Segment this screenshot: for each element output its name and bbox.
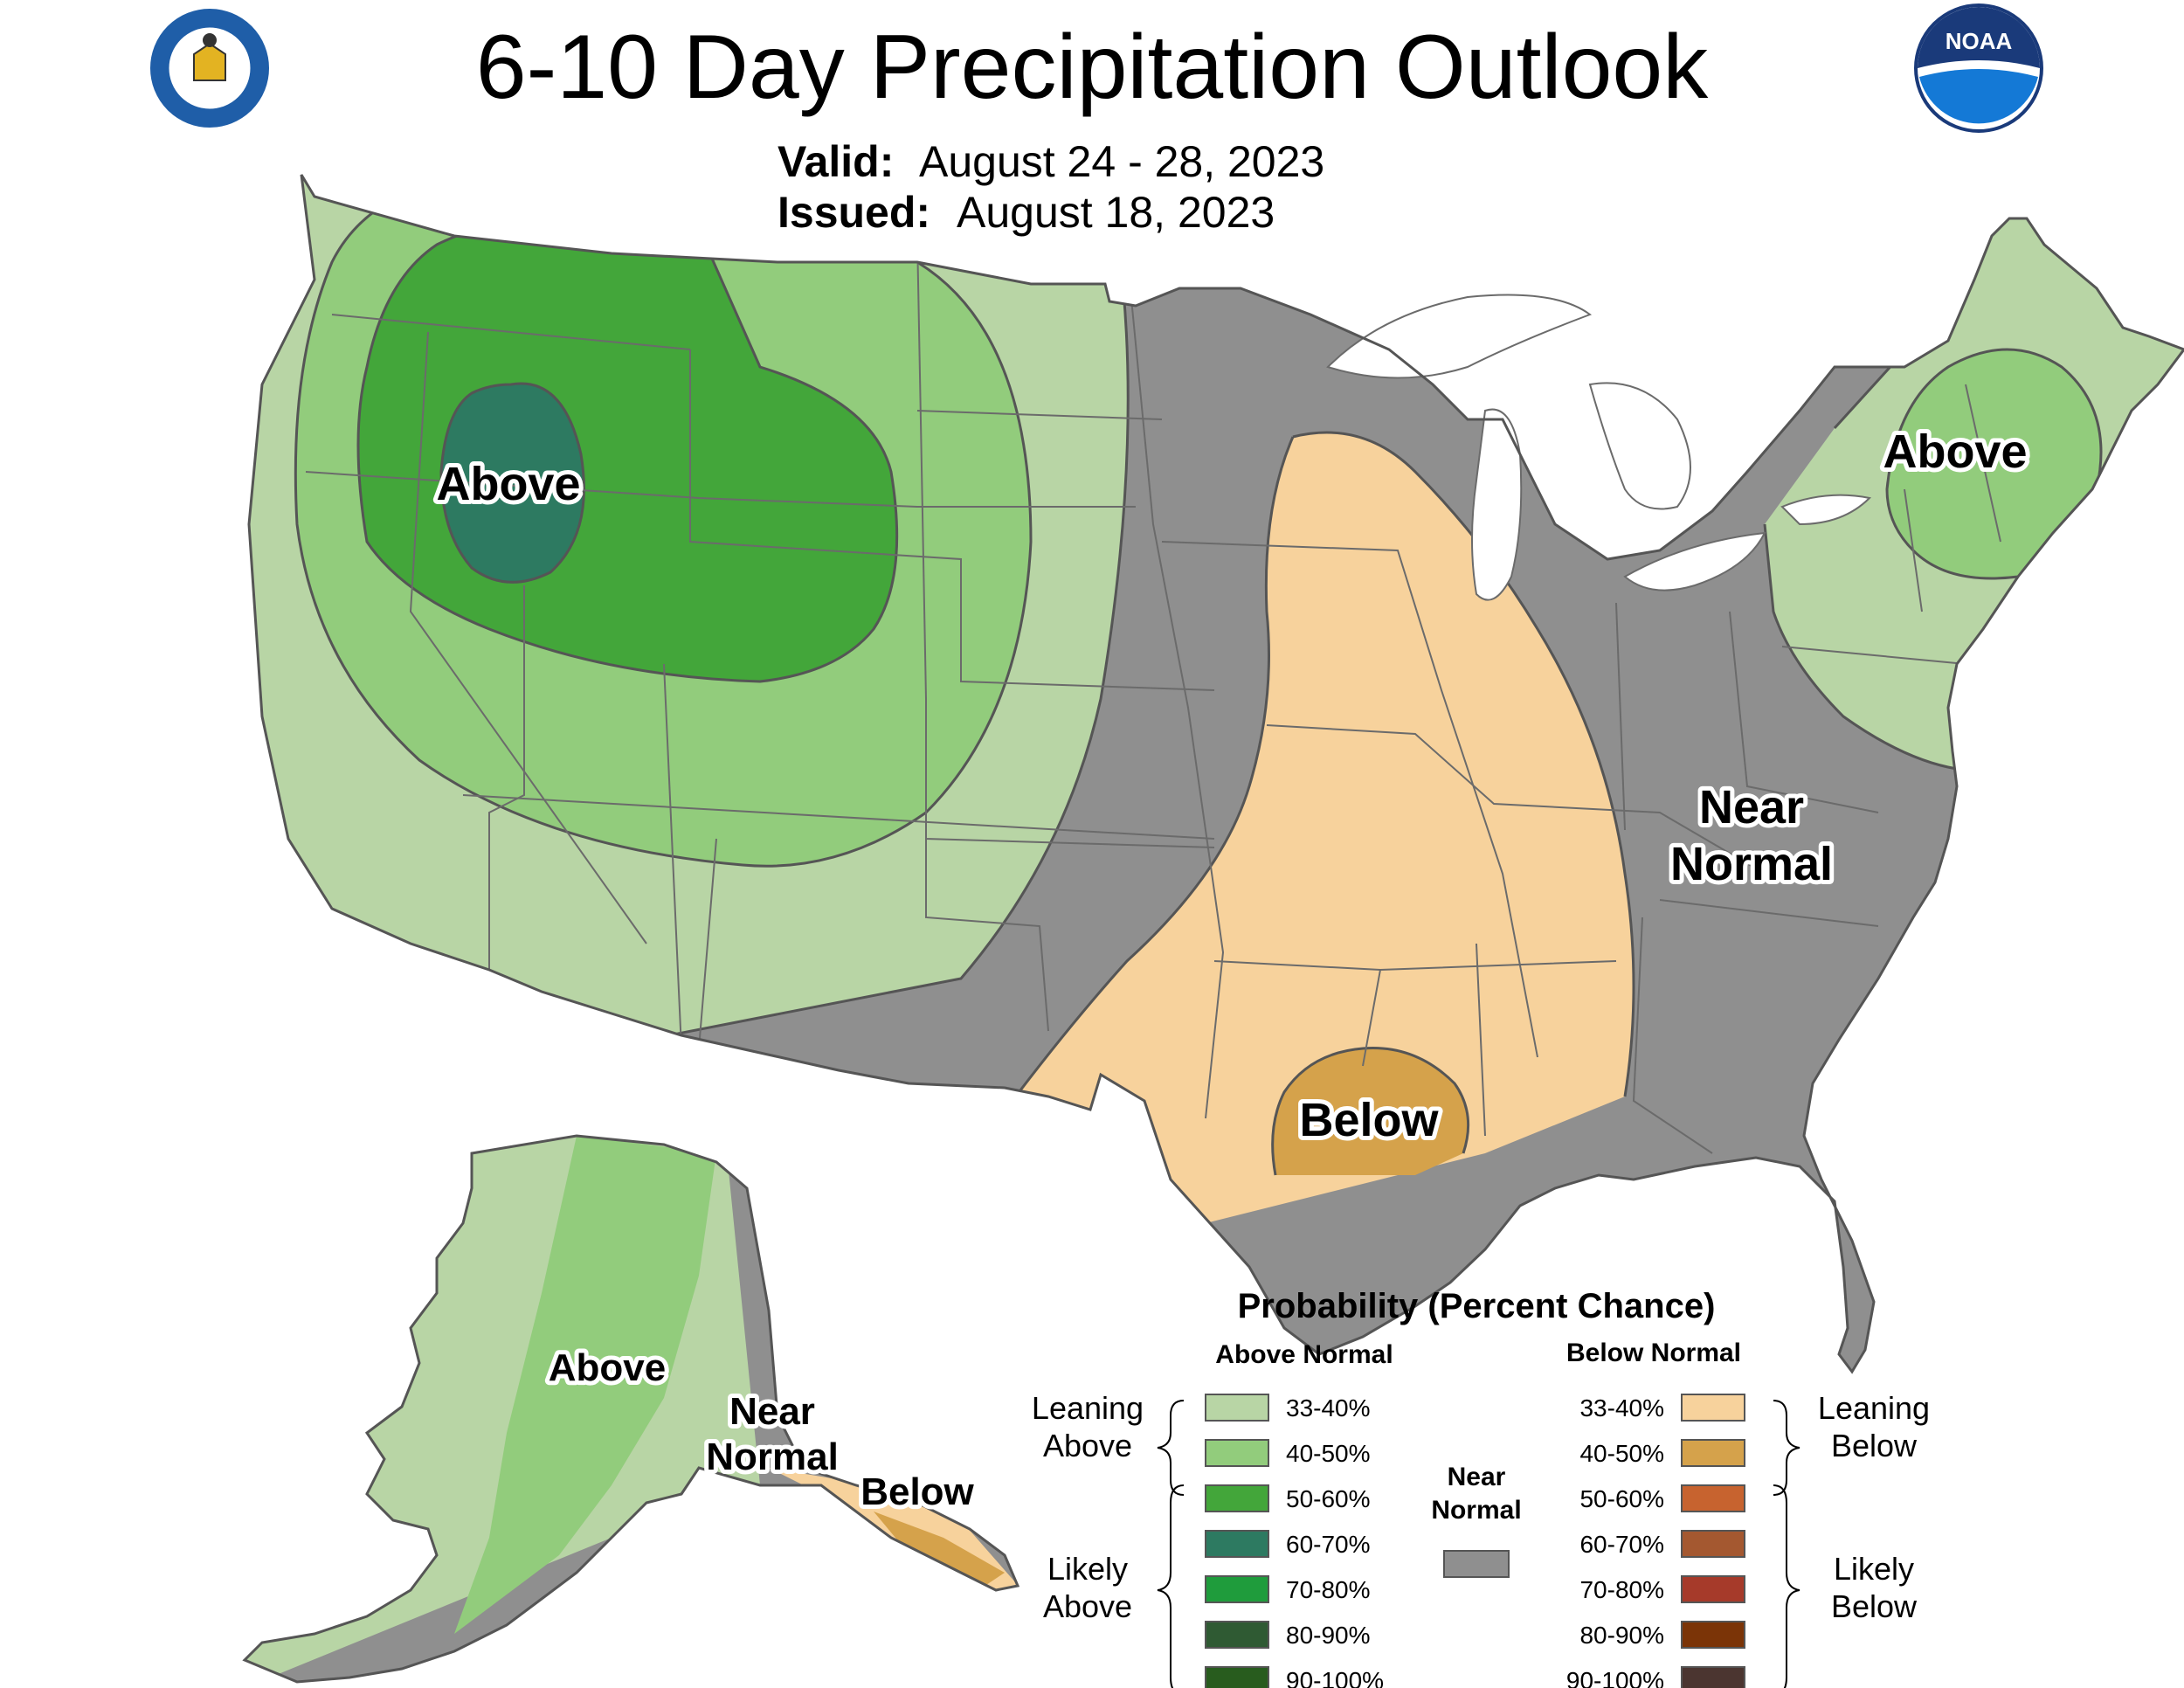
legend: Probability (Percent Chance) Above Norma… (1032, 1287, 1930, 1688)
conus-map (249, 175, 2184, 1372)
lake-michigan (1471, 408, 1523, 601)
legend-above-swatch (1205, 1484, 1269, 1512)
label-northeast-above: Above (1883, 425, 2027, 478)
valid-label: Valid: (778, 137, 894, 186)
department-of-commerce-seal-icon (147, 5, 273, 131)
label-east-normal: Normal (1670, 838, 1833, 890)
legend-above-label: 80-90% (1286, 1622, 1371, 1649)
legend-below-label: 33-40% (1579, 1394, 1664, 1422)
brace-leaning-below (1773, 1400, 1800, 1496)
legend-below-swatch (1681, 1439, 1745, 1467)
legend-below-label: 80-90% (1579, 1622, 1664, 1649)
legend-above-swatch (1205, 1575, 1269, 1603)
legend-above-header: Above Normal (1215, 1340, 1393, 1369)
noaa-logo-icon: NOAA (1914, 3, 2043, 133)
legend-below-swatch (1681, 1394, 1745, 1422)
brace-leaning-above (1157, 1400, 1185, 1496)
lake-huron (1588, 382, 1691, 510)
legend-below-swatch (1681, 1575, 1745, 1603)
legend-below-swatch (1681, 1484, 1745, 1512)
legend-below-label: 40-50% (1579, 1440, 1664, 1467)
west-above-60-70 (441, 384, 584, 583)
valid-dates: August 24 - 28, 2023 (919, 137, 1324, 186)
legend-above-swatch (1205, 1394, 1269, 1422)
label-west-above: Above (436, 458, 580, 510)
legend-above-label: 90-100% (1286, 1667, 1384, 1688)
legend-likely-below-2: Below (1831, 1588, 1918, 1624)
legend-near-line1: Near (1448, 1463, 1506, 1491)
legend-leaning-below-2: Below (1831, 1428, 1918, 1463)
legend-below-label: 50-60% (1579, 1485, 1664, 1512)
brace-likely-above (1157, 1484, 1185, 1688)
legend-above-label: 50-60% (1286, 1485, 1371, 1512)
label-east-near: Near (1699, 781, 1804, 834)
legend-near-normal-swatch (1443, 1550, 1510, 1578)
legend-below-swatch (1681, 1666, 1745, 1688)
northeast-above-40-50 (1887, 349, 2101, 578)
legend-below-label: 60-70% (1579, 1531, 1664, 1558)
alaska-below-40-50 (874, 1512, 1005, 1590)
legend-near-line2: Normal (1431, 1496, 1521, 1525)
noaa-logo-text: NOAA (1946, 28, 2013, 54)
header: NOAA 6-10 Day Precipitation Outlook Vali… (147, 3, 2043, 237)
legend-above-label: 70-80% (1286, 1576, 1371, 1603)
page-title: 6-10 Day Precipitation Outlook (476, 17, 1710, 118)
lake-superior (1326, 294, 1593, 379)
state-borders (305, 235, 2001, 1154)
legend-below-label: 70-80% (1579, 1576, 1664, 1603)
legend-below-swatch (1681, 1621, 1745, 1649)
central-below-33-40 (961, 432, 1634, 1241)
lake-erie (1623, 531, 1766, 591)
label-alaska-near: Near (729, 1390, 815, 1433)
brace-likely-below (1773, 1484, 1800, 1688)
legend-above-swatch (1205, 1530, 1269, 1558)
legend-leaning-above-2: Above (1043, 1428, 1132, 1463)
alaska-above-40-50 (454, 1136, 716, 1634)
legend-title: Probability (Percent Chance) (1238, 1287, 1716, 1325)
lake-ontario (1780, 494, 1872, 526)
map-labels: Above Above Near Normal Below Above Near… (432, 421, 2031, 1518)
label-alaska-normal: Normal (706, 1435, 839, 1478)
legend-below-label: 90-100% (1566, 1667, 1664, 1688)
issued-date: August 18, 2023 (957, 188, 1275, 237)
legend-likely-above-2: Above (1043, 1588, 1132, 1624)
legend-below-rows: 33-40% 40-50% 50-60% 60-70% 70-80% 80-90% 90-1… (1566, 1394, 1745, 1688)
issued-label: Issued: (778, 188, 930, 237)
legend-above-label: 40-50% (1286, 1440, 1371, 1467)
great-lakes (1326, 294, 1872, 601)
label-gulf-below: Below (1299, 1094, 1439, 1146)
legend-above-swatch (1205, 1666, 1269, 1688)
legend-leaning-above-1: Leaning (1032, 1390, 1144, 1426)
label-alaska-below: Below (860, 1470, 974, 1513)
legend-above-swatch (1205, 1621, 1269, 1649)
legend-below-swatch (1681, 1530, 1745, 1558)
gulf-below-40-50 (1272, 1048, 1469, 1175)
legend-above-rows: 33-40% 40-50% 50-60% 60-70% 70-80% 80-90% 90-1… (1205, 1394, 1384, 1688)
legend-above-label: 60-70% (1286, 1531, 1371, 1558)
legend-leaning-below-1: Leaning (1818, 1390, 1930, 1426)
legend-above-label: 33-40% (1286, 1394, 1371, 1422)
alaska-map (243, 1134, 1019, 1684)
legend-likely-above-1: Likely (1047, 1551, 1128, 1587)
legend-above-swatch (1205, 1439, 1269, 1467)
legend-below-header: Below Normal (1566, 1339, 1741, 1367)
legend-likely-below-1: Likely (1834, 1551, 1914, 1587)
label-alaska-above: Above (549, 1346, 666, 1389)
